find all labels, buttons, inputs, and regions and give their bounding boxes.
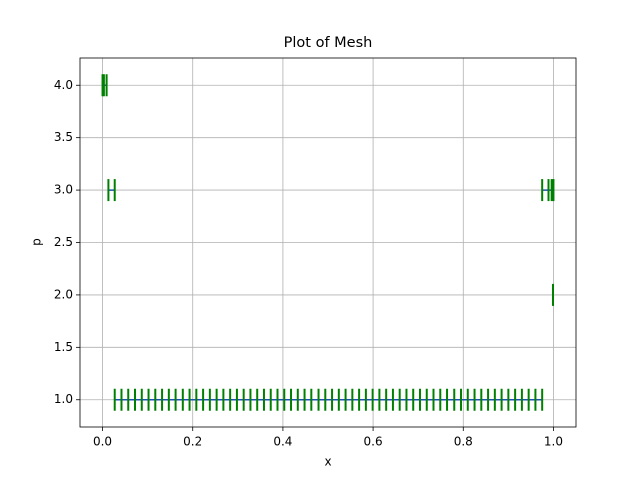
y-tick-label: 2.0 xyxy=(54,287,73,301)
axes-frame xyxy=(79,57,577,428)
y-tick-label: 3.5 xyxy=(54,130,73,144)
y-tick-label: 1.0 xyxy=(54,392,73,406)
y-tick-label: 1.5 xyxy=(54,340,73,354)
y-tick-label: 4.0 xyxy=(54,78,73,92)
y-axis-label: p xyxy=(30,238,44,246)
x-axis-label: x xyxy=(324,455,331,469)
y-tick-label: 2.5 xyxy=(54,235,73,249)
x-tick-label: 0.8 xyxy=(454,435,473,449)
chart-title: Plot of Mesh xyxy=(284,35,373,51)
x-tick-label: 0.4 xyxy=(273,435,292,449)
x-tick-label: 0.2 xyxy=(183,435,202,449)
x-tick-label: 0.0 xyxy=(93,435,112,449)
x-tick-label: 1.0 xyxy=(544,435,563,449)
y-tick-label: 3.0 xyxy=(54,183,73,197)
x-tick-label: 0.6 xyxy=(364,435,383,449)
